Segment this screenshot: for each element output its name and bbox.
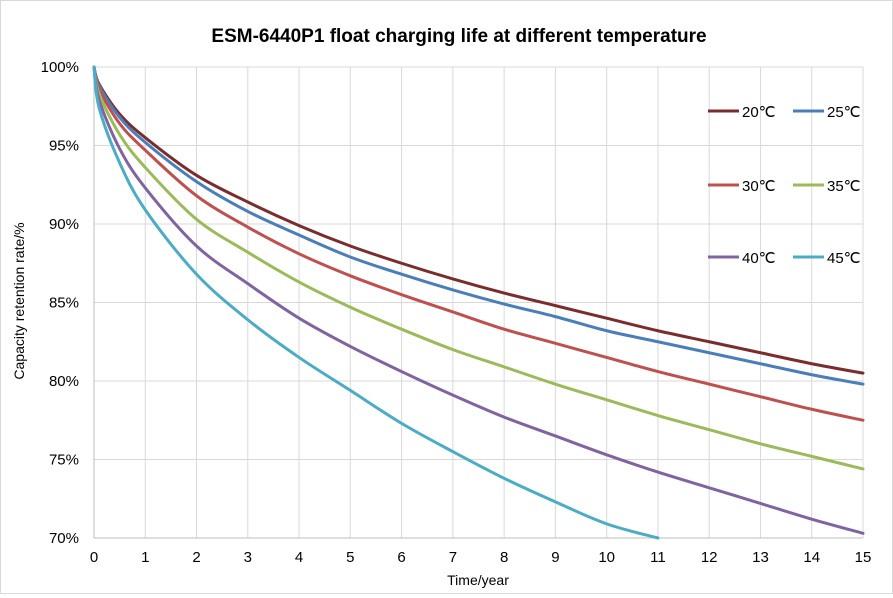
series-line-40c xyxy=(92,65,865,535)
x-tick-label: 5 xyxy=(346,549,354,566)
y-tick-label: 90% xyxy=(49,216,79,233)
gridlines xyxy=(94,66,864,539)
series-line-35c xyxy=(92,65,865,471)
x-tick-label: 0 xyxy=(90,549,98,566)
legend-label-35c: 35℃ xyxy=(827,178,861,195)
x-axis-title: Time/year xyxy=(447,572,509,588)
series-line-30c xyxy=(92,65,865,422)
x-tick-label: 8 xyxy=(500,549,508,566)
y-tick-label: 85% xyxy=(49,295,79,312)
y-tick-label: 70% xyxy=(49,530,79,547)
x-tick-label: 1 xyxy=(141,549,149,566)
x-tick-label: 2 xyxy=(192,549,200,566)
series-line-20c xyxy=(92,65,865,375)
series-line-25c xyxy=(92,65,865,386)
legend-label-30c: 30℃ xyxy=(742,178,776,195)
x-tick-label: 12 xyxy=(701,549,718,566)
x-tick-label: 14 xyxy=(803,549,820,566)
x-tick-label: 15 xyxy=(855,549,872,566)
legend: 20℃ 25℃ 30℃ 35℃ 40℃ 45℃ xyxy=(708,104,861,267)
series-line-45c xyxy=(92,65,660,540)
x-tick-label: 13 xyxy=(752,549,769,566)
x-tick-label: 7 xyxy=(449,549,457,566)
x-tick-label: 3 xyxy=(244,549,252,566)
legend-label-25c: 25℃ xyxy=(827,104,861,121)
x-tick-label: 9 xyxy=(551,549,559,566)
y-axis-title: Capacity retention rate/% xyxy=(11,222,27,379)
legend-label-20c: 20℃ xyxy=(742,104,776,121)
y-tick-label: 95% xyxy=(49,138,79,155)
x-tick-label: 11 xyxy=(650,549,666,566)
axes: 0 1 2 3 4 5 6 7 8 9 10 11 12 13 14 15100%95%90%85%80%75… xyxy=(41,59,872,566)
series-lines xyxy=(92,65,865,540)
y-tick-label: 80% xyxy=(49,373,79,390)
y-tick-label: 75% xyxy=(49,452,79,469)
x-tick-label: 10 xyxy=(598,549,615,566)
chart-title: ESM-6440P1 float charging life at differ… xyxy=(211,26,706,47)
x-tick-label: 4 xyxy=(295,549,303,566)
legend-label-45c: 45℃ xyxy=(827,250,861,267)
y-tick-label: 100% xyxy=(41,59,79,76)
x-tick-label: 6 xyxy=(397,549,405,566)
legend-label-40c: 40℃ xyxy=(742,250,776,267)
